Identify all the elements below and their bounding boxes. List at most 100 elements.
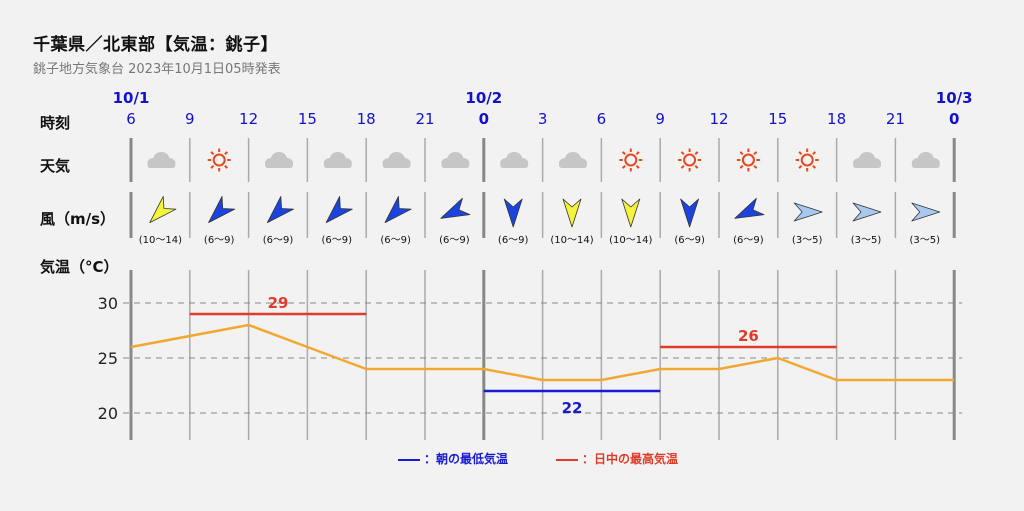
wind-speed-label: (6〜9): [674, 235, 705, 246]
wind-arrow-shape: [208, 196, 236, 224]
wind-arrow-icon: [384, 196, 412, 224]
hour-label: 0: [949, 110, 959, 128]
legend-min-swatch: [398, 458, 420, 461]
wind-speed-label: (3〜5): [851, 235, 882, 246]
sun-core: [800, 153, 814, 167]
sun-core: [741, 153, 755, 167]
wind-arrow-icon: [680, 198, 699, 228]
date-label: 10/1: [113, 89, 150, 107]
sun-ray: [739, 151, 744, 156]
sun-icon: [207, 148, 231, 172]
hour-label: 9: [655, 110, 665, 128]
sun-icon: [736, 148, 760, 172]
sun-ray: [621, 151, 626, 156]
sun-ray: [210, 151, 215, 156]
cloud-part: [559, 162, 587, 168]
sun-ray: [739, 164, 744, 169]
page-subtitle: 銚子地方気象台 2023年10月1日05時発表: [33, 62, 281, 77]
hour-label: 21: [886, 110, 905, 128]
cloud-icon: [911, 152, 940, 168]
cloud-part: [441, 162, 470, 168]
sun-ray: [753, 151, 758, 156]
y-tick-label: 25: [98, 349, 118, 368]
wind-speed-label: (10〜14): [609, 235, 652, 246]
wind-arrow-shape: [562, 198, 582, 228]
cloud-part: [323, 162, 352, 168]
sun-ray: [798, 164, 803, 169]
wind-speed-label: (10〜14): [550, 235, 593, 246]
hour-label: 15: [768, 110, 787, 128]
hour-label: 3: [538, 110, 548, 128]
legend-max-swatch: [556, 458, 578, 461]
date-label: 10/3: [936, 89, 973, 107]
max-temp-label: 29: [268, 294, 289, 312]
y-tick-label: 30: [98, 294, 118, 313]
row-label-wind: 風（m/s）: [40, 210, 116, 228]
sun-ray: [680, 151, 685, 156]
page-title: 千葉県／北東部【気温：銚子】: [33, 35, 278, 55]
wind-arrow-icon: [149, 196, 177, 224]
hour-label: 18: [827, 110, 846, 128]
sun-ray: [210, 164, 215, 169]
wind-arrow-icon: [911, 202, 941, 222]
sun-ray: [753, 164, 758, 169]
cloud-icon: [382, 152, 411, 168]
wind-speed-label: (3〜5): [792, 235, 823, 246]
wind-arrow-shape: [384, 196, 412, 224]
wind-arrow-icon: [208, 196, 236, 224]
sun-ray: [680, 164, 685, 169]
wind-arrow-shape: [621, 198, 641, 228]
hour-label: 0: [479, 110, 489, 128]
sun-ray: [798, 151, 803, 156]
wind-speed-label: (10〜14): [139, 235, 182, 246]
hour-label: 6: [597, 110, 607, 128]
row-label-time: 時刻: [40, 114, 71, 132]
sun-ray: [812, 164, 817, 169]
wind-speed-label: (6〜9): [322, 235, 353, 246]
cloud-icon: [500, 152, 529, 168]
sun-icon: [678, 148, 702, 172]
temperature-line: [130, 323, 955, 382]
hour-label: 15: [298, 110, 317, 128]
cloud-part: [382, 162, 411, 168]
row-label-weather: 天気: [40, 157, 71, 175]
cloud-icon: [441, 152, 470, 168]
sun-ray: [812, 151, 817, 156]
wind-arrow-shape: [325, 196, 353, 224]
hour-label: 12: [239, 110, 258, 128]
y-tick-label: 20: [98, 404, 118, 423]
cloud-icon: [265, 152, 293, 168]
sun-ray: [224, 151, 229, 156]
wind-speed-label: (6〜9): [204, 235, 235, 246]
hour-label: 6: [126, 110, 136, 128]
min-temp-label: 22: [562, 399, 583, 417]
sun-ray: [621, 164, 626, 169]
sun-core: [624, 153, 638, 167]
sun-ray: [224, 164, 229, 169]
wind-speed-label: (6〜9): [733, 235, 764, 246]
wind-arrow-icon: [793, 202, 823, 222]
wind-speed-label: (6〜9): [263, 235, 294, 246]
sun-ray: [694, 151, 699, 156]
wind-arrow-icon: [440, 197, 471, 219]
wind-arrow-icon: [621, 198, 641, 228]
wind-speed-label: (6〜9): [380, 235, 411, 246]
cloud-icon: [559, 152, 587, 168]
wind-arrow-icon: [266, 196, 294, 224]
cloud-icon: [853, 152, 881, 168]
sun-core: [683, 153, 697, 167]
wind-speed-label: (6〜9): [439, 235, 470, 246]
cloud-part: [500, 162, 529, 168]
wind-arrow-shape: [149, 196, 177, 224]
wind-arrow-shape: [266, 196, 294, 224]
wind-arrow-icon: [503, 198, 523, 228]
wind-arrow-shape: [440, 197, 471, 219]
hour-label: 12: [709, 110, 728, 128]
cloud-icon: [147, 152, 176, 168]
sun-ray: [635, 151, 640, 156]
sun-core: [212, 153, 226, 167]
wind-arrow-shape: [734, 197, 765, 219]
cloud-part: [147, 162, 176, 168]
wind-arrow-icon: [852, 202, 882, 222]
